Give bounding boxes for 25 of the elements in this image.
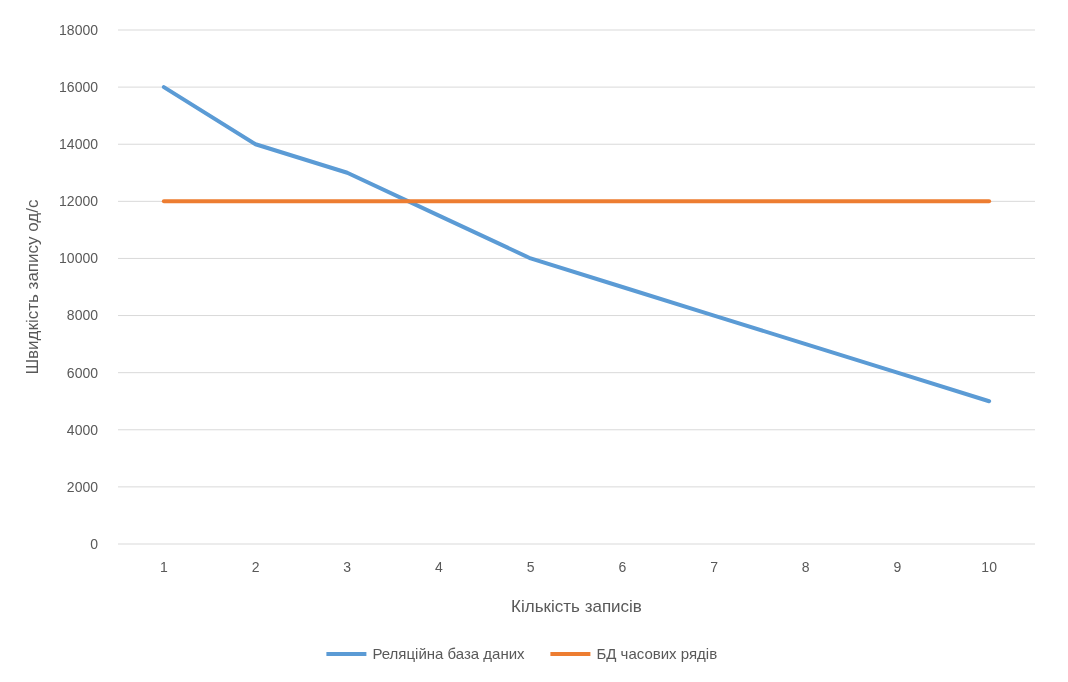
x-tick-label: 5 [526,559,535,575]
x-tick-label: 9 [893,559,902,575]
y-tick-label: 8000 [66,307,99,324]
y-tick-label: 2000 [66,478,99,495]
y-tick-label: 10000 [59,250,99,267]
y-tick-label: 6000 [66,364,99,381]
y-tick-label: 0 [90,535,99,552]
x-tick-label: 3 [343,559,352,575]
y-tick-label: 14000 [59,136,99,153]
legend-label: Реляційна база даних [372,645,526,663]
y-tick-label: 4000 [66,421,99,438]
y-tick-label: 18000 [59,21,99,38]
x-tick-label: 4 [435,559,444,575]
x-axis-title: Кількість записів [511,597,642,616]
x-tick-label: 6 [618,559,627,575]
x-tick-label: 2 [251,559,260,575]
line-series [161,85,992,404]
legend-label: БД часових рядів [596,645,718,663]
x-tick-label: 7 [710,559,719,575]
x-tick-label: 10 [981,559,998,575]
x-tick-label: 1 [159,559,168,575]
y-axis-title: Швидкість запису од/с [23,199,42,375]
y-tick-label: 16000 [59,79,99,96]
y-tick-label: 12000 [59,193,99,210]
x-tick-label: 8 [801,559,810,575]
